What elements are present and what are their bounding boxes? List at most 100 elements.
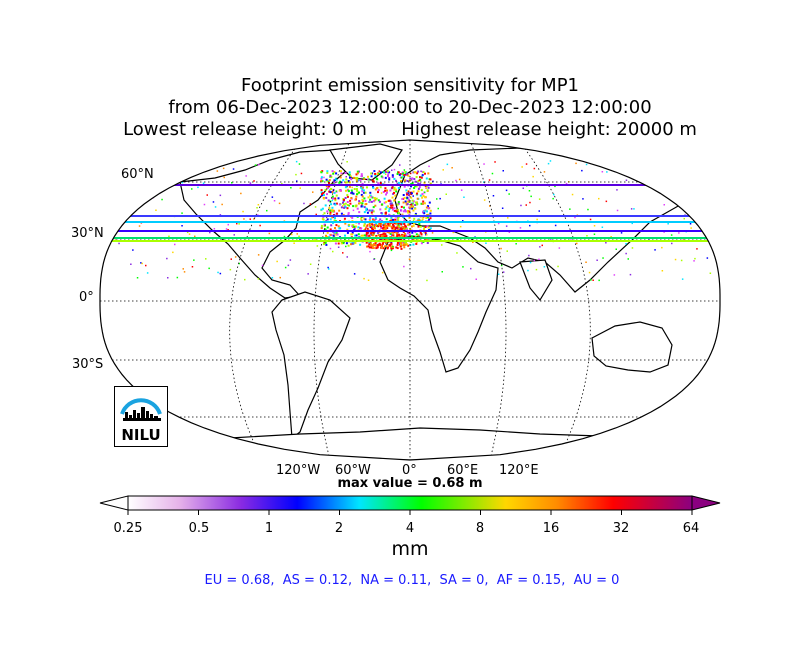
footprint-cell [397,181,400,184]
footprint-cell [386,247,389,250]
footprint-cell [377,189,380,191]
footprint-cell [354,225,357,228]
footprint-cell [588,271,591,274]
footprint-cell [421,193,424,196]
footprint-cell [219,272,222,275]
footprint-cell [361,195,364,198]
footprint-cell [357,226,360,229]
footprint-cell [320,180,323,182]
footprint-cell [347,212,350,215]
nilu-logo-graphic [120,398,162,421]
footprint-cell [362,189,365,192]
footprint-cell [417,170,420,173]
footprint-cell [670,196,673,198]
footprint-cell [501,207,504,209]
footprint-cell [316,245,319,247]
footprint-cell [391,196,394,199]
footprint-cell [538,210,540,212]
footprint-cell [675,196,677,198]
footprint-cell [380,234,383,237]
footprint-cell [392,233,395,236]
footprint-cell [408,216,411,219]
footprint-cell [346,228,349,231]
footprint-cell [379,218,382,221]
footprint-cell [363,178,366,180]
footprint-cell [396,173,399,175]
footprint-cell [338,189,341,192]
footprint-cell [345,189,347,192]
footprint-cell [412,220,415,222]
footprint-cell [393,188,396,191]
footprint-cell [519,227,522,229]
footprint-cell [340,206,343,209]
footprint-cell [451,167,453,169]
footprint-cell [326,170,329,173]
footprint-cell [680,259,683,262]
footprint-cell [370,233,373,236]
footprint-cell [429,183,432,185]
footprint-cell [327,199,330,202]
footprint-cell [381,242,384,245]
footprint-cell [525,204,527,206]
footprint-cell [377,231,380,234]
footprint-cell [681,278,684,280]
footprint-cell [417,187,420,190]
footprint-cell [233,234,235,236]
footprint-cell [396,225,399,228]
footprint-cell [327,180,330,183]
footprint-cell [417,219,420,222]
footprint-cell [321,193,323,196]
footprint-cell [391,169,393,171]
footprint-cell [296,180,298,182]
footprint-cell [401,171,404,174]
footprint-cell [361,202,364,205]
footprint-cell [393,177,396,180]
footprint-cell [370,195,373,198]
footprint-cell [491,172,494,175]
footprint-cell [380,244,383,247]
footprint-cell [136,277,139,279]
footprint-cell [360,227,363,230]
footprint-cell [393,191,395,194]
footprint-cell [266,209,268,212]
footprint-cell [409,206,412,209]
footprint-cell [238,223,240,225]
footprint-cell [366,186,368,189]
footprint-cell [415,242,418,245]
footprint-cell [243,218,245,220]
footprint-cell [558,247,561,249]
footprint-cell [379,182,382,185]
footprint-cell [361,198,364,201]
footprint-cell [284,266,287,269]
footprint-cell [423,181,426,184]
footprint-cell [361,188,364,191]
footprint-cell [119,195,121,197]
footprint-cell [667,223,669,225]
footprint-cell [363,234,366,237]
footprint-cell [227,223,229,226]
footprint-cell [396,242,399,244]
south-america-outline [271,291,351,440]
footprint-cell [339,189,342,192]
footprint-cell [321,194,323,197]
footprint-cell [345,242,348,245]
footprint-cell [205,258,207,260]
footprint-cell [394,194,397,197]
footprint-cell [368,218,371,221]
footprint-cell [574,216,576,219]
footprint-cell [125,164,128,167]
footprint-cell [378,222,381,225]
footprint-cell [329,188,332,191]
colorbar-tick-label: 1 [264,521,274,536]
footprint-cell [384,173,387,175]
footprint-cell [417,180,420,182]
footprint-cell [413,187,416,189]
footprint-cell [683,217,685,220]
footprint-cell [445,193,447,195]
footprint-cell [346,181,349,184]
footprint-cell [278,202,281,205]
footprint-cell [405,234,408,237]
footprint-cell [627,258,629,260]
footprint-cell [581,169,583,172]
footprint-cell [422,216,425,219]
